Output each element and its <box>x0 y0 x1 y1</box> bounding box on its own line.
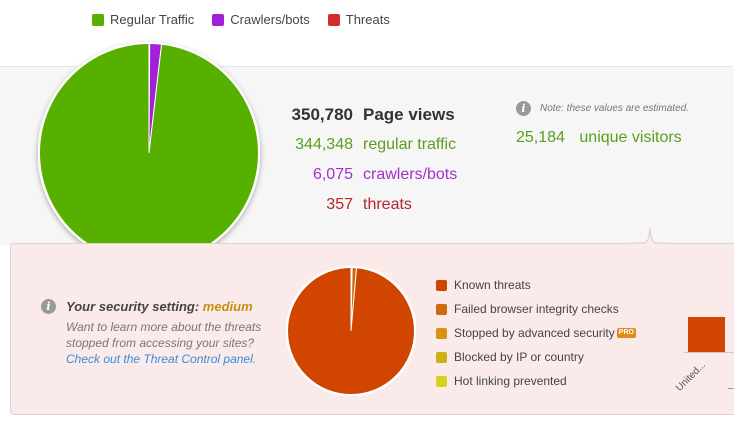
stat-threats: 357 threats <box>280 190 457 220</box>
estimate-note-text: Note: these values are estimated. <box>540 103 689 114</box>
security-info-icon: i <box>41 299 56 314</box>
legend-label-threats: Threats <box>345 12 390 27</box>
label-browser-integrity: Failed browser integrity checks <box>454 302 619 316</box>
unique-visitors: 25,184 unique visitors <box>516 129 682 147</box>
page-views-value: 350,780 <box>291 105 353 124</box>
label-blocked-ip: Blocked by IP or country <box>454 350 584 364</box>
threat-legend-blocked-ip: Blocked by IP or country <box>436 345 636 369</box>
stat-crawlers: 6,075 crawlers/bots <box>280 160 457 190</box>
legend-item-regular-traffic: Regular Traffic <box>92 12 194 27</box>
legend-swatch-threats <box>327 13 340 26</box>
security-body-text: Want to learn more about the threats sto… <box>66 320 262 350</box>
threat-legend-known: Known threats <box>436 273 636 297</box>
regular-traffic-label: regular traffic <box>363 136 457 153</box>
label-advanced-security: Stopped by advanced security <box>454 326 615 340</box>
threats-pie-chart <box>285 265 417 397</box>
swatch-browser-integrity <box>436 303 447 315</box>
security-description: Want to learn more about the threats sto… <box>66 319 276 367</box>
country-bar-label: United... <box>674 359 709 394</box>
crawlers-label: crawlers/bots <box>363 166 458 183</box>
traffic-pie-chart <box>37 41 261 265</box>
estimate-note: i Note: these values are estimated. <box>516 101 689 116</box>
page-views-label: Page views <box>363 105 455 124</box>
country-bar-axis <box>684 352 734 353</box>
legend-item-crawlers: Crawlers/bots <box>212 12 310 27</box>
unique-visitors-value: 25,184 <box>516 129 565 146</box>
security-setting-title: Your security setting: medium <box>66 299 253 314</box>
threat-legend-browser-integrity: Failed browser integrity checks <box>436 297 636 321</box>
traffic-legend: Regular Traffic Crawlers/bots Threats <box>92 12 408 27</box>
threat-control-link[interactable]: Check out the Threat Control panel. <box>66 352 257 366</box>
threats-value: 357 <box>326 196 353 213</box>
crawlers-value: 6,075 <box>312 166 353 183</box>
pro-badge: PRO <box>616 328 636 338</box>
unique-visitors-label: unique visitors <box>579 129 682 146</box>
swatch-known-threats <box>436 279 447 291</box>
threats-by-country-chart: United... <box>672 300 734 410</box>
security-level: medium <box>202 299 253 314</box>
info-icon: i <box>516 101 531 116</box>
regular-traffic-value: 344,348 <box>295 136 353 153</box>
country-bar <box>688 317 725 352</box>
stat-regular-traffic: 344,348 regular traffic <box>280 130 457 160</box>
traffic-pie-svg <box>37 41 261 265</box>
threat-legend-hotlinking: Hot linking prevented <box>436 369 636 393</box>
legend-swatch-regular <box>92 13 104 26</box>
panel-pointer <box>630 227 670 246</box>
label-known-threats: Known threats <box>454 278 531 292</box>
legend-label-crawlers: Crawlers/bots <box>230 12 310 27</box>
stat-page-views: 350,780 Page views <box>280 100 457 130</box>
legend-item-threats: Threats <box>327 12 390 27</box>
swatch-blocked-ip <box>436 351 447 363</box>
threat-legend-advanced-security: Stopped by advanced security PRO <box>436 321 636 345</box>
threats-label: threats <box>363 196 412 213</box>
legend-swatch-crawlers <box>212 13 225 26</box>
bar-axis-tick <box>728 388 734 389</box>
legend-label-regular: Regular Traffic <box>110 12 195 27</box>
label-hotlinking: Hot linking prevented <box>454 374 567 388</box>
swatch-advanced-security <box>436 327 447 339</box>
swatch-hotlinking <box>436 375 447 387</box>
threats-pie-svg <box>285 265 417 397</box>
pie-border <box>286 266 416 396</box>
threats-legend: Known threats Failed browser integrity c… <box>436 273 636 393</box>
traffic-stats: 350,780 Page views 344,348 regular traff… <box>280 100 458 220</box>
security-setting-prefix: Your security setting: <box>66 299 203 314</box>
